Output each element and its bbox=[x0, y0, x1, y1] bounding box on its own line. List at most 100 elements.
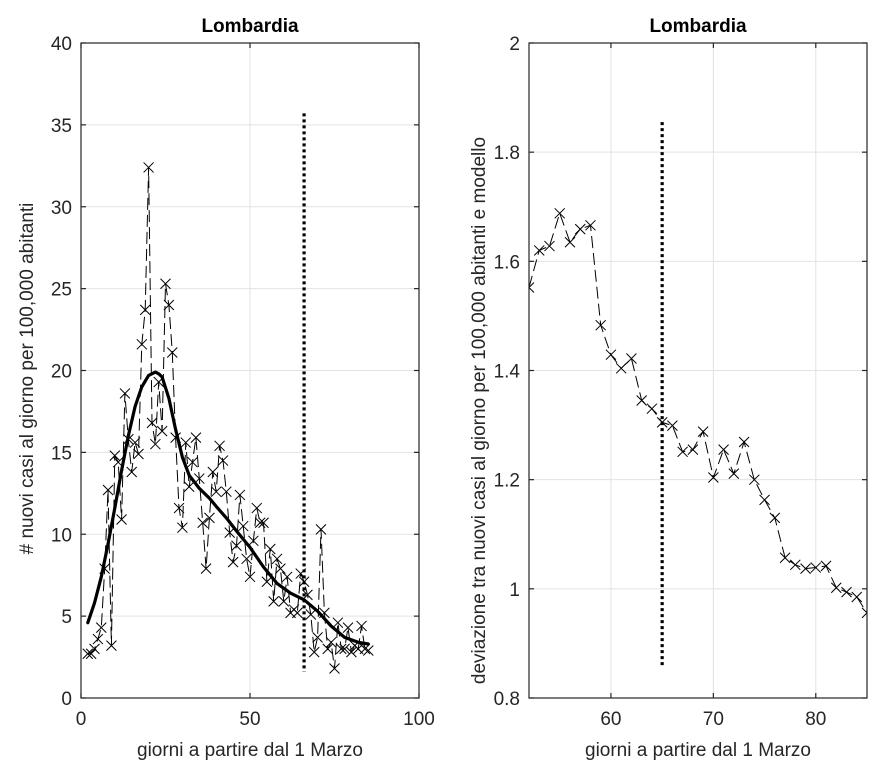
right-data-point-x-marker bbox=[605, 349, 617, 361]
right-data-point-x-marker bbox=[759, 494, 770, 506]
left-data-point-x-marker bbox=[139, 304, 151, 316]
right-data-point-x-marker bbox=[779, 552, 791, 564]
right-data-point-x-marker bbox=[851, 591, 863, 603]
right-ytick-label: 1.4 bbox=[494, 362, 521, 383]
left-data-point-x-marker bbox=[275, 563, 286, 574]
left-data-point-x-marker bbox=[325, 636, 337, 648]
left-data-point-x-marker bbox=[227, 556, 239, 568]
right-data-point-x-marker bbox=[810, 562, 822, 573]
left-data-point-x-marker bbox=[119, 388, 131, 399]
left-data-point-x-marker bbox=[261, 576, 273, 588]
left-data-point-x-marker bbox=[190, 432, 202, 443]
right-data-point-x-marker bbox=[615, 362, 627, 374]
left-data-point-x-marker bbox=[163, 299, 175, 311]
right-title: Lombardia bbox=[649, 16, 747, 37]
left-ticks: 0 50 100 0 5 10 15 20 25 30 35 40 bbox=[51, 34, 435, 730]
right-xtick-label: 60 bbox=[600, 709, 621, 730]
right-data-point-x-marker bbox=[544, 240, 555, 252]
left-data-point-x-marker bbox=[308, 646, 320, 658]
right-ytick-label: 2 bbox=[509, 34, 520, 55]
left-data-point-x-marker bbox=[224, 527, 236, 538]
left-xtick-label: 100 bbox=[403, 709, 435, 730]
right-ytick-label: 1.2 bbox=[494, 471, 520, 492]
left-data-point-x-marker bbox=[244, 571, 256, 583]
right-panel: 60 70 80 0.8 1 1.2 1.4 1.6 1.8 2 Lombardia giorni… bbox=[469, 16, 868, 761]
right-data-point-x-marker bbox=[769, 512, 781, 524]
left-data-point-x-marker bbox=[342, 622, 354, 633]
left-ytick-label: 35 bbox=[51, 116, 72, 137]
left-data-point-x-marker bbox=[217, 455, 229, 466]
left-data-point-x-marker bbox=[166, 347, 178, 358]
right-data-point-x-marker bbox=[585, 219, 596, 231]
left-data-point-x-marker bbox=[268, 596, 280, 607]
left-data-point-x-marker bbox=[312, 632, 323, 643]
left-xtick-label: 50 bbox=[239, 709, 260, 730]
right-grid bbox=[529, 42, 867, 699]
left-ytick-label: 25 bbox=[51, 280, 72, 301]
left-data-point-x-marker bbox=[271, 553, 283, 565]
left-data-point-x-marker bbox=[85, 648, 97, 660]
left-series-line bbox=[87, 167, 369, 669]
right-xtick-label: 70 bbox=[703, 709, 724, 730]
left-data-point-x-marker bbox=[210, 486, 222, 498]
left-data-point-x-marker bbox=[315, 523, 327, 535]
left-plot-area bbox=[82, 113, 374, 674]
right-data-point-x-marker bbox=[656, 417, 668, 428]
right-data-point-x-marker bbox=[687, 444, 699, 455]
left-data-point-x-marker bbox=[264, 543, 276, 555]
left-data-point-x-marker bbox=[116, 514, 127, 525]
right-ylabel: deviazione tra nuovi casi al giorno per … bbox=[469, 137, 490, 684]
left-data-point-x-marker bbox=[126, 466, 138, 478]
right-data-point-x-marker bbox=[574, 223, 586, 235]
right-data-point-x-marker bbox=[595, 319, 607, 331]
left-ytick-label: 15 bbox=[51, 443, 72, 464]
left-data-point-x-marker bbox=[183, 481, 195, 493]
left-data-point-x-marker bbox=[237, 520, 249, 532]
right-data-point-x-marker bbox=[667, 420, 678, 431]
right-ytick-label: 1 bbox=[509, 580, 520, 601]
right-data bbox=[529, 122, 867, 667]
left-data-point-x-marker bbox=[173, 502, 185, 514]
left-data-point-x-marker bbox=[197, 517, 209, 529]
left-data-point-x-marker bbox=[248, 535, 259, 547]
left-data-point-x-marker bbox=[95, 622, 107, 633]
left-data-point-x-marker bbox=[332, 617, 344, 629]
left-data-point-x-marker bbox=[160, 278, 171, 290]
left-data-point-x-marker bbox=[281, 571, 293, 583]
left-data-point-x-marker bbox=[220, 486, 232, 498]
right-ytick-label: 1.6 bbox=[494, 252, 520, 273]
left-data-point-x-marker bbox=[143, 162, 154, 173]
right-plot-area bbox=[529, 122, 867, 667]
left-grid bbox=[80, 42, 420, 699]
left-ytick-label: 0 bbox=[61, 689, 72, 710]
left-data-point-x-marker bbox=[295, 568, 307, 579]
left-data-point-x-marker bbox=[362, 645, 374, 656]
right-data-point-x-marker bbox=[820, 560, 832, 572]
right-data-point-x-marker bbox=[841, 586, 852, 598]
left-data-point-x-marker bbox=[180, 437, 192, 448]
right-data-point-x-marker bbox=[861, 607, 867, 619]
left-ylabel: # nuovi casi al giorno per 100,000 abita… bbox=[17, 203, 38, 555]
right-data-point-x-marker bbox=[748, 474, 760, 486]
left-xtick-label: 0 bbox=[76, 709, 87, 730]
left-data-point-x-marker bbox=[356, 620, 367, 632]
left-data-point-x-marker bbox=[291, 607, 303, 619]
right-data-point-x-marker bbox=[626, 353, 637, 364]
left-data-point-x-marker bbox=[204, 512, 215, 524]
left-data-point-x-marker bbox=[150, 438, 161, 450]
right-data-point-x-marker bbox=[738, 436, 750, 448]
left-data-point-x-marker bbox=[146, 417, 158, 429]
right-data-point-x-marker bbox=[718, 444, 729, 455]
left-data-point-x-marker bbox=[305, 609, 317, 620]
left-data-point-x-marker bbox=[234, 489, 246, 501]
left-data-point-x-marker bbox=[106, 640, 117, 651]
right-series-line bbox=[529, 211, 867, 614]
left-data bbox=[82, 113, 374, 674]
left-data-point-x-marker bbox=[335, 643, 347, 655]
left-data-point-x-marker bbox=[109, 450, 121, 462]
right-data-point-x-marker bbox=[800, 563, 811, 574]
left-data-point-x-marker bbox=[254, 517, 266, 529]
left-data-point-x-marker bbox=[346, 646, 357, 658]
right-ytick-label: 1.8 bbox=[494, 143, 520, 164]
